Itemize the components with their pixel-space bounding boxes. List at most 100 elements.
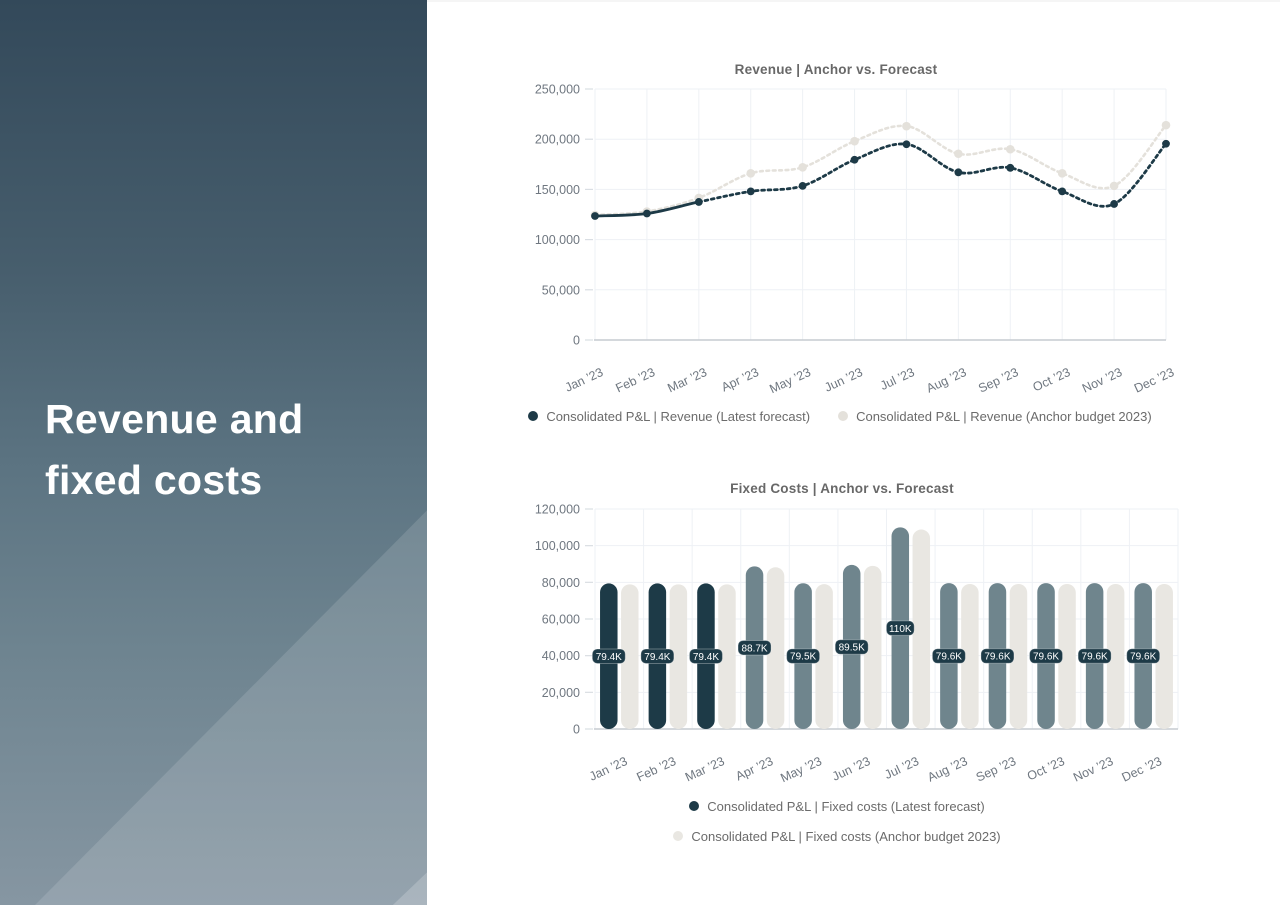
- forecast-data-point: [954, 168, 963, 177]
- fixed-costs-bar-chart: 0 20,000 40,000 60,000 80,000 100,000 120,000 J…: [535, 503, 1179, 785]
- bar-anchor: [766, 567, 785, 729]
- bar-value-label: 88.7K: [741, 643, 767, 654]
- bar-value-label: 79.4K: [693, 652, 719, 663]
- fixed-costs-chart-title: Fixed Costs | Anchor vs. Forecast: [730, 481, 954, 496]
- x-axis-label: Mar ’23: [665, 365, 709, 395]
- y-axis-tick-label: 100,000: [535, 233, 580, 247]
- legend-item-fixed-anchor: Consolidated P&L | Fixed costs (Anchor b…: [673, 829, 1001, 844]
- legend-label-fixed-forecast: Consolidated P&L | Fixed costs (Latest f…: [707, 798, 985, 814]
- x-axis-label: Jun ’23: [822, 365, 864, 395]
- forecast-data-point: [746, 187, 755, 196]
- y-axis-tick-label: 100,000: [535, 539, 580, 553]
- bar-anchor: [718, 584, 736, 729]
- anchor-line-path: [593, 123, 1168, 217]
- bar-anchor: [815, 584, 833, 729]
- charts-panel: Revenue | Anchor vs. Forecast 0 50,000 100…: [427, 0, 1280, 905]
- bar-value-pill: [980, 648, 1015, 664]
- revenue-line-chart: 0 50,000 100,000 150,000 200,000 250,000 Jan ’…: [535, 83, 1176, 397]
- bar-value-label: 89.5K: [839, 643, 865, 654]
- bar-anchor: [1009, 583, 1028, 729]
- bar-anchor: [1058, 583, 1076, 729]
- forecast-data-point: [1110, 200, 1118, 208]
- x-axis-label: May ’23: [767, 365, 813, 396]
- bar-value-pill: [737, 639, 772, 656]
- legend-label-revenue-forecast: Consolidated P&L | Revenue (Latest forec…: [546, 408, 811, 424]
- x-axis-label: Apr ’23: [719, 365, 761, 394]
- bar-value-label: 79.4K: [596, 652, 622, 663]
- bar-anchor: [1106, 583, 1125, 729]
- top-edge-hairline: [427, 0, 1280, 2]
- slide-title-line2: fixed costs: [45, 457, 263, 503]
- x-axis-label: Jan ’23: [563, 365, 605, 395]
- bar-value-label: 79.5K: [790, 652, 816, 663]
- x-axis-label: Feb ’23: [634, 754, 678, 784]
- forecast-data-point: [1162, 139, 1170, 148]
- y-axis-tick-label: 50,000: [542, 283, 580, 297]
- left-panel: Revenue and fixed costs: [0, 0, 427, 905]
- bar-value-label: 79.6K: [984, 652, 1010, 663]
- fixed-costs-legend-row2: Consolidated P&L | Fixed costs (Anchor b…: [427, 825, 1247, 847]
- legend-item-revenue-forecast: Consolidated P&L | Revenue (Latest forec…: [528, 409, 810, 424]
- x-axis-label: Aug ’23: [924, 365, 968, 396]
- x-axis-label: Jul ’23: [878, 365, 917, 393]
- x-axis-label: Dec ’23: [1120, 754, 1164, 785]
- anchor-data-point: [1057, 169, 1067, 178]
- bar-anchor: [1155, 583, 1173, 729]
- bar-value-pill: [1126, 648, 1161, 664]
- x-axis-label: Oct ’23: [1025, 754, 1067, 783]
- bar-anchor: [912, 529, 931, 729]
- forecast-data-point: [694, 198, 703, 206]
- bar-anchor: [863, 565, 882, 729]
- bar-anchor: [961, 583, 979, 729]
- anchor-data-point: [954, 149, 963, 159]
- bar-value-pill: [640, 648, 675, 664]
- x-axis-label: Sep ’23: [974, 754, 1018, 785]
- legend-dot-fixed-forecast: [689, 801, 700, 811]
- y-axis-tick-label: 0: [573, 334, 580, 348]
- anchor-data-point: [1005, 144, 1015, 154]
- bar-anchor: [621, 584, 639, 729]
- y-axis-tick-label: 20,000: [542, 686, 580, 700]
- anchor-data-point: [1109, 181, 1119, 191]
- legend-item-fixed-forecast: Consolidated P&L | Fixed costs (Latest f…: [689, 798, 985, 814]
- revenue-chart-legend: Consolidated P&L | Revenue (Latest forec…: [427, 404, 1253, 428]
- fixed-costs-legend-row1: Consolidated P&L | Fixed costs (Latest f…: [427, 795, 1247, 817]
- bar-value-label: 79.6K: [1082, 652, 1108, 663]
- bar-anchor: [669, 584, 688, 729]
- y-axis-tick-label: 200,000: [535, 133, 580, 147]
- forecast-data-point: [591, 212, 599, 220]
- bar-value-label: 79.6K: [1130, 652, 1156, 663]
- legend-dot-fixed-anchor: [673, 831, 684, 841]
- bar-value-pill: [1077, 648, 1112, 664]
- x-axis-label: Feb ’23: [613, 365, 657, 395]
- legend-dot-forecast: [528, 411, 539, 421]
- y-axis-tick-label: 120,000: [535, 503, 580, 517]
- x-axis-label: Oct ’23: [1031, 365, 1073, 394]
- anchor-data-point: [850, 136, 859, 146]
- legend-label-revenue-anchor: Consolidated P&L | Revenue (Anchor budge…: [856, 408, 1152, 424]
- bar-value-label: 79.6K: [936, 652, 962, 663]
- forecast-data-point: [850, 155, 859, 164]
- anchor-data-point: [746, 169, 756, 178]
- forecast-data-point: [1006, 163, 1015, 172]
- y-axis-tick-label: 80,000: [542, 576, 580, 590]
- bar-value-pill: [834, 639, 869, 655]
- bar-value-pill: [1029, 648, 1064, 664]
- x-axis-label: Nov ’23: [1080, 365, 1124, 396]
- x-axis-label: Jan ’23: [587, 754, 629, 784]
- y-axis-tick-label: 40,000: [542, 649, 580, 663]
- x-axis-label: Jul ’23: [882, 754, 921, 782]
- bar-value-pill: [786, 648, 821, 664]
- legend-item-revenue-anchor: Consolidated P&L | Revenue (Anchor budge…: [838, 409, 1152, 424]
- bar-value-pill: [591, 648, 626, 664]
- bar-value-label: 79.6K: [1033, 652, 1059, 663]
- anchor-data-point: [902, 121, 911, 131]
- forecast-line-dotted-path: [697, 142, 1168, 208]
- x-axis-label: May ’23: [778, 754, 824, 785]
- x-axis-label: Apr ’23: [733, 754, 775, 783]
- x-axis-label: Nov ’23: [1071, 754, 1115, 785]
- revenue-chart-title: Revenue | Anchor vs. Forecast: [734, 62, 938, 77]
- legend-dot-anchor: [838, 411, 849, 421]
- bar-value-label: 79.4K: [644, 652, 670, 663]
- anchor-data-point: [798, 163, 807, 172]
